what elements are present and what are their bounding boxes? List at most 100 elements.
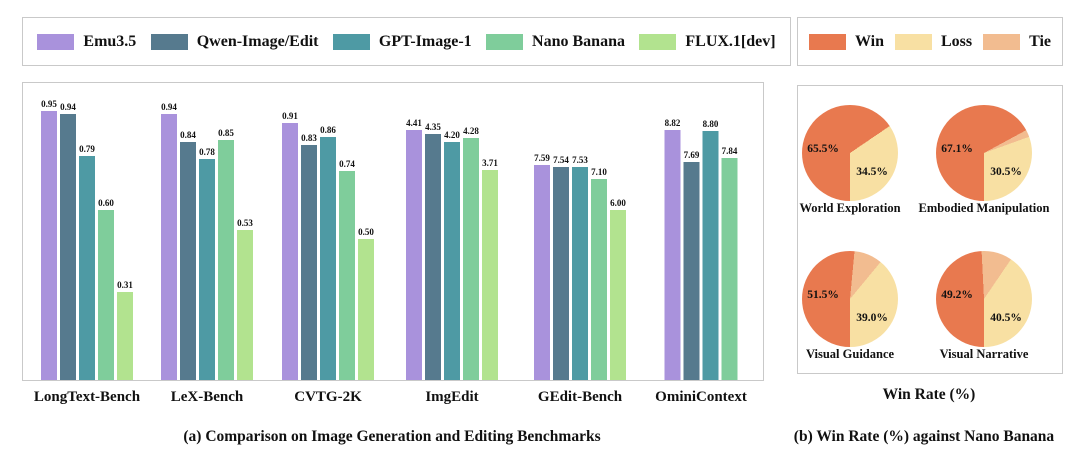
bar-value-label: 4.35 [425, 121, 441, 132]
bar-emu3-5: 0.91 [282, 111, 298, 380]
x-tick-label: CVTG-2K [294, 389, 362, 405]
bar-group-gedit-bench: 7.59 7.54 7.53 7.10 6.00 [534, 153, 626, 380]
bar-value-label: 0.85 [218, 127, 234, 138]
bar-gpt-image-1: 0.86 [320, 125, 336, 380]
bar-value-label: 0.84 [180, 130, 196, 141]
pie-loss-percent: 40.5% [990, 312, 1022, 324]
pie-loss-percent: 39.0% [856, 312, 888, 324]
legend-label: Loss [941, 32, 973, 50]
legend-swatch-icon [983, 33, 1021, 50]
bar-gpt-image-1: 7.53 [572, 155, 588, 380]
pie-loss-percent: 30.5% [990, 166, 1022, 178]
bar-qwen-image-edit: 0.83 [301, 133, 317, 380]
legend-swatch-icon [150, 33, 188, 50]
bar-gpt-image-1: 0.78 [199, 147, 215, 380]
bar-chart-panel: 0.95 0.94 0.79 0.60 0.31 LongText-Bench 0.94 0.… [22, 82, 764, 405]
legend-label: GPT-Image-1 [378, 32, 472, 50]
pie-win-percent: 65.5% [807, 143, 839, 155]
bar-qwen-image-edit: 7.69 [683, 150, 700, 380]
legend-label: Emu3.5 [83, 32, 137, 50]
bar-value-label: 0.31 [117, 280, 133, 291]
legend-swatch-icon [808, 33, 846, 50]
bar-value-label: 0.95 [41, 99, 57, 110]
bar-qwen-image-edit: 0.84 [180, 130, 196, 380]
legend-label: Nano Banana [532, 32, 625, 50]
bar-gpt-image-1: 8.80 [702, 119, 719, 380]
bar-value-label: 4.28 [463, 125, 479, 136]
bar-emu3-5: 0.94 [161, 102, 177, 380]
bar-qwen-image-edit: 7.54 [553, 155, 569, 380]
bar-chart-legend: Emu3.5 Qwen-Image/Edit GPT-Image-1 Nano Ban… [22, 17, 791, 66]
x-tick-label: ImgEdit [425, 389, 479, 405]
bar-value-label: 7.10 [591, 167, 607, 178]
bar-value-label: 0.83 [301, 133, 317, 144]
bar-value-label: 0.60 [98, 198, 114, 209]
pie-caption: Visual Narrative [939, 347, 1029, 361]
bar-flux-1-dev-: 3.71 [482, 158, 498, 380]
bar-qwen-image-edit: 0.94 [60, 102, 76, 380]
bar-value-label: 8.80 [702, 119, 719, 129]
bar-group-longtext-bench: 0.95 0.94 0.79 0.60 0.31 [41, 99, 133, 380]
legend-item-win: Win [808, 32, 885, 51]
bar-value-label: 0.94 [60, 102, 76, 112]
pie-world-exploration [802, 105, 898, 201]
pie-loss-percent: 34.5% [856, 166, 888, 178]
bar-value-label: 4.41 [406, 118, 422, 129]
legend-swatch-icon [37, 33, 75, 50]
x-tick-label: OminiContext [655, 389, 747, 405]
bar-nano-banana: 0.74 [339, 159, 355, 380]
x-tick-label: LeX-Bench [170, 389, 244, 405]
legend-item-nano-banana: Nano Banana [486, 33, 625, 51]
bar-value-label: 0.94 [161, 102, 177, 112]
pie-win-percent: 51.5% [807, 289, 839, 301]
bar-value-label: 8.82 [664, 118, 681, 129]
bar-nano-banana: 0.85 [218, 128, 234, 380]
bar-value-label: 7.69 [683, 150, 700, 161]
pie-win-percent: 49.2% [941, 289, 973, 301]
pie-caption: World Exploration [799, 201, 901, 215]
bar-value-label: 7.54 [553, 154, 569, 165]
pie-caption: Embodied Manipulation [918, 201, 1050, 215]
bar-value-label: 0.79 [79, 144, 95, 155]
legend-item-tie: Tie [983, 33, 1051, 51]
pie-chart-legend: Win Loss Tie [797, 17, 1063, 66]
pie-win-percent: 67.1% [941, 143, 973, 155]
legend-label: Qwen-Image/Edit [196, 32, 319, 50]
legend-swatch-icon [639, 33, 677, 50]
bar-qwen-image-edit: 4.35 [425, 122, 441, 380]
bar-value-label: 6.00 [610, 198, 626, 209]
pie-chart-panel: 65.5% 34.5% World Exploration 67.1% 30.5% Emb… [797, 85, 1063, 374]
legend-item-flux-1-dev-: FLUX.1[dev] [639, 32, 776, 51]
legend-item-emu3-5: Emu3.5 [37, 33, 136, 51]
caption-b: (b) Win Rate (%) against Nano Banana [793, 428, 1055, 445]
bar-value-label: 0.50 [358, 226, 374, 237]
bar-nano-banana: 7.84 [721, 146, 738, 380]
bar-flux-1-dev-: 6.00 [610, 198, 626, 380]
legend-label: FLUX.1[dev] [685, 32, 776, 50]
bar-value-label: 0.53 [237, 218, 253, 228]
bar-value-label: 0.91 [282, 110, 298, 121]
legend-swatch-icon [332, 33, 370, 50]
bar-group-imgedit: 4.41 4.35 4.20 4.28 3.71 [406, 118, 498, 380]
bar-flux-1-dev-: 0.31 [117, 280, 133, 380]
pie-visual-guidance [802, 251, 898, 347]
bar-value-label: 7.59 [534, 153, 550, 164]
legend-label: Win [854, 32, 885, 50]
x-tick-label: LongText-Bench [33, 389, 141, 405]
legend-item-gpt-image-1: GPT-Image-1 [332, 32, 472, 51]
x-tick-label: GEdit-Bench [537, 389, 623, 405]
bar-group-cvtg-2k: 0.91 0.83 0.86 0.74 0.50 [282, 111, 374, 380]
bar-value-label: 7.53 [572, 154, 588, 165]
bar-value-label: 4.20 [444, 130, 460, 141]
pie-visual-narrative [936, 251, 1032, 347]
pie-caption: Visual Guidance [805, 347, 895, 361]
bar-value-label: 3.71 [482, 158, 498, 168]
bar-flux-1-dev-: 0.50 [358, 227, 374, 380]
bar-value-label: 7.84 [721, 146, 738, 157]
bar-nano-banana: 0.60 [98, 198, 114, 380]
bar-nano-banana: 4.28 [463, 126, 479, 380]
legend-item-qwen-image-edit: Qwen-Image/Edit [150, 32, 319, 51]
bar-nano-banana: 7.10 [591, 167, 607, 380]
bar-value-label: 0.86 [320, 124, 336, 135]
